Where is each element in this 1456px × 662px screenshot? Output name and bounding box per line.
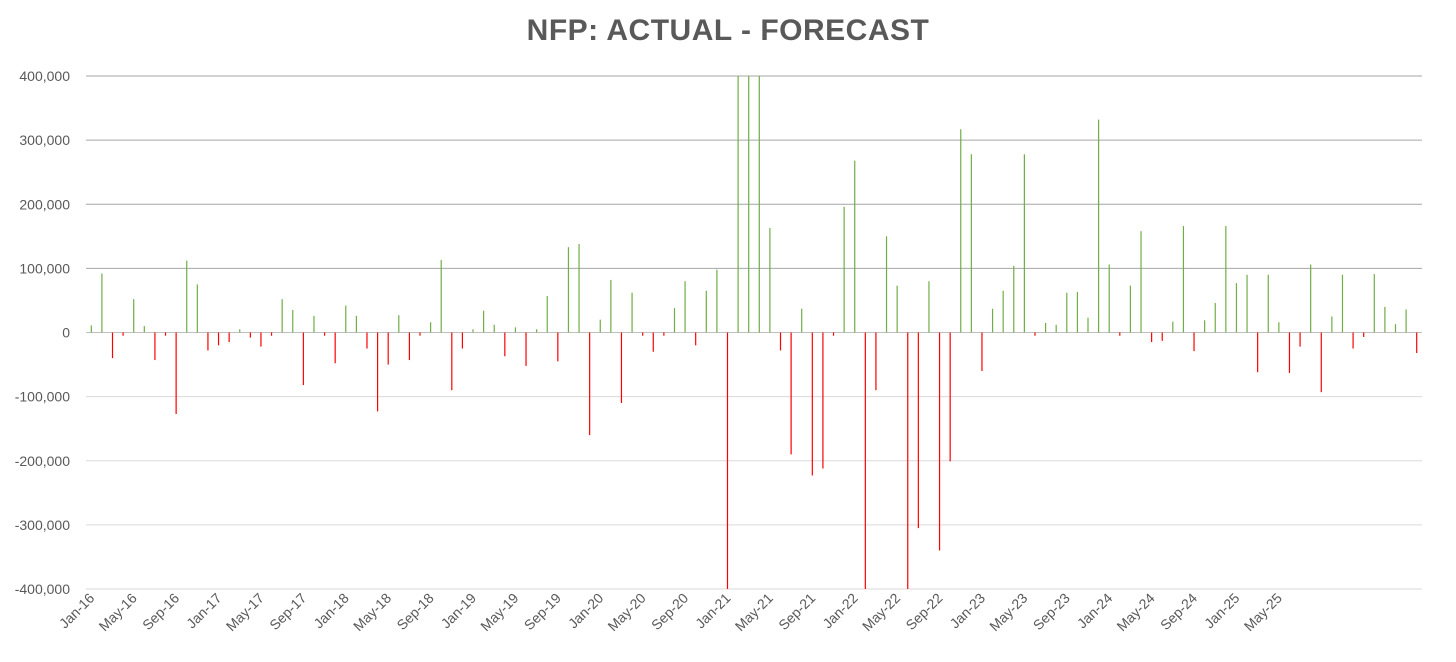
y-tick-label: 400,000 bbox=[19, 68, 70, 84]
x-tick-label: Sep-21 bbox=[775, 590, 818, 633]
x-tick-label: May-23 bbox=[986, 590, 1030, 634]
x-tick-label: Sep-23 bbox=[1030, 590, 1073, 633]
x-tick-label: May-22 bbox=[859, 590, 903, 634]
x-tick-label: May-16 bbox=[96, 590, 140, 634]
chart-title: NFP: ACTUAL - FORECAST bbox=[526, 14, 930, 47]
x-tick-label: May-21 bbox=[732, 590, 776, 634]
y-tick-label: 0 bbox=[62, 325, 70, 341]
y-tick-label: -100,000 bbox=[15, 389, 70, 405]
x-tick-label: May-19 bbox=[477, 590, 521, 634]
y-tick-label: -300,000 bbox=[15, 517, 70, 533]
x-tick-label: Sep-16 bbox=[139, 590, 182, 633]
x-tick-label: Jan-19 bbox=[438, 590, 480, 632]
x-tick-label: May-24 bbox=[1113, 590, 1157, 634]
x-tick-label: Jan-17 bbox=[183, 590, 225, 632]
x-tick-label: Sep-22 bbox=[902, 590, 945, 633]
x-tick-label: Jan-18 bbox=[310, 590, 352, 632]
x-tick-label: Jan-22 bbox=[819, 590, 861, 632]
bars bbox=[90, 76, 1418, 589]
y-tick-label: 200,000 bbox=[19, 196, 70, 212]
x-tick-label: May-20 bbox=[604, 590, 648, 634]
gridlines bbox=[86, 75, 1422, 590]
x-tick-label: Sep-17 bbox=[266, 590, 309, 633]
x-tick-label: May-17 bbox=[223, 590, 267, 634]
x-tick-label: Sep-20 bbox=[648, 590, 691, 633]
x-tick-label: Jan-24 bbox=[1074, 590, 1116, 632]
x-tick-label: May-25 bbox=[1241, 590, 1285, 634]
x-tick-label: Sep-18 bbox=[393, 590, 436, 633]
y-axis-tick-labels: 400,000 300,000 200,000 100,000 0 -100,000 -20… bbox=[15, 68, 70, 597]
x-tick-label: Jan-21 bbox=[692, 590, 734, 632]
x-tick-label: Jan-20 bbox=[565, 590, 607, 632]
x-tick-label: Jan-25 bbox=[1201, 590, 1243, 632]
x-tick-label: Sep-19 bbox=[521, 590, 564, 633]
y-tick-label: -200,000 bbox=[15, 453, 70, 469]
y-tick-label: 100,000 bbox=[19, 260, 70, 276]
y-tick-label: -400,000 bbox=[15, 581, 70, 597]
x-tick-label: Jan-23 bbox=[947, 590, 989, 632]
y-tick-label: 300,000 bbox=[19, 132, 70, 148]
x-tick-label: Sep-24 bbox=[1157, 590, 1200, 633]
x-tick-label: May-18 bbox=[350, 590, 394, 634]
